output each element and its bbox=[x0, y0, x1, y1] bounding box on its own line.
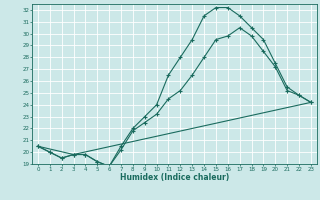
X-axis label: Humidex (Indice chaleur): Humidex (Indice chaleur) bbox=[120, 173, 229, 182]
